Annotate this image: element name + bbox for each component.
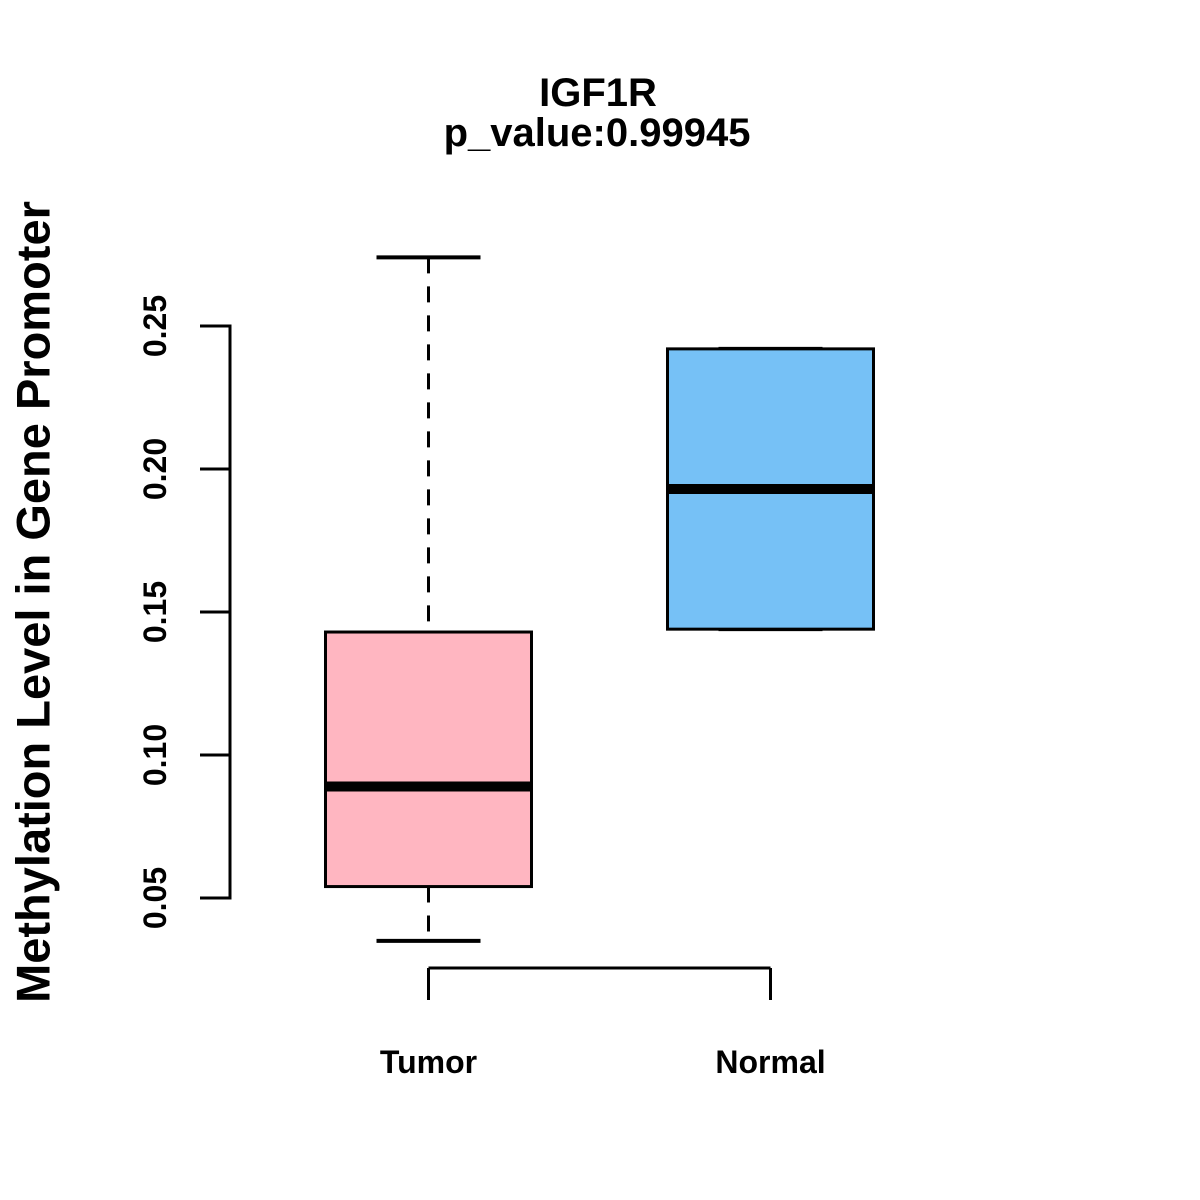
box-tumor bbox=[324, 630, 533, 889]
y-axis-tick-label-2: 0.15 bbox=[137, 581, 173, 643]
chart-title: IGF1R bbox=[539, 71, 657, 115]
y-axis-tick-label-3: 0.20 bbox=[137, 438, 173, 500]
y-axis-tick-label-4: 0.25 bbox=[137, 295, 173, 357]
chart-subtitle: p_value:0.99945 bbox=[443, 111, 751, 155]
y-axis-tick-label-1: 0.10 bbox=[137, 724, 173, 786]
x-axis-label-normal: Normal bbox=[715, 1044, 825, 1080]
y-axis-tick-label-0: 0.05 bbox=[137, 867, 173, 929]
x-axis-label-tumor: Tumor bbox=[380, 1044, 477, 1080]
